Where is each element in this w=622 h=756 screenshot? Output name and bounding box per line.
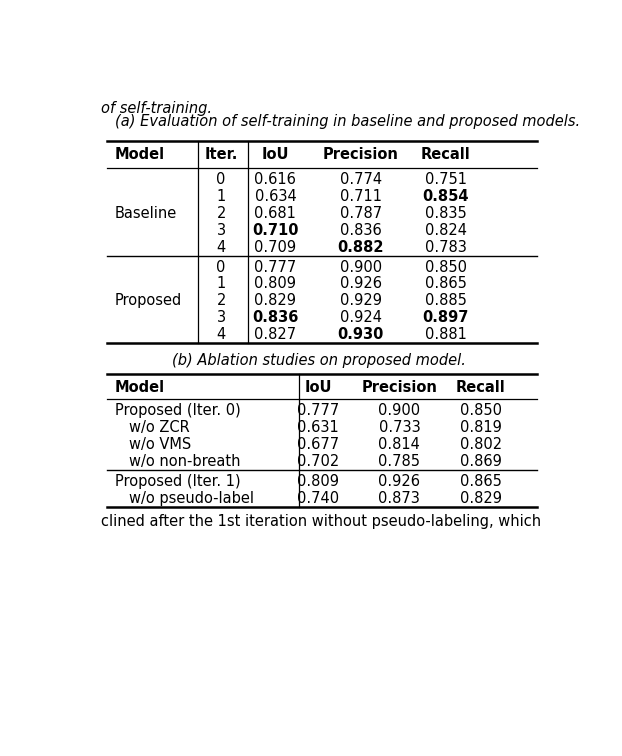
Text: 0.809: 0.809 xyxy=(254,277,296,292)
Text: 2: 2 xyxy=(216,293,226,308)
Text: Precision: Precision xyxy=(361,380,437,395)
Text: 0.900: 0.900 xyxy=(340,259,382,274)
Text: 0.819: 0.819 xyxy=(460,420,502,435)
Text: 0: 0 xyxy=(216,172,226,187)
Text: 0.702: 0.702 xyxy=(297,454,339,469)
Text: 0.930: 0.930 xyxy=(338,327,384,342)
Text: 0.787: 0.787 xyxy=(340,206,382,221)
Text: IoU: IoU xyxy=(304,380,332,395)
Text: 0.885: 0.885 xyxy=(425,293,467,308)
Text: 0.835: 0.835 xyxy=(425,206,466,221)
Text: Recall: Recall xyxy=(456,380,506,395)
Text: 0.827: 0.827 xyxy=(254,327,297,342)
Text: 0.814: 0.814 xyxy=(378,437,420,451)
Text: 1: 1 xyxy=(216,277,226,292)
Text: 0.785: 0.785 xyxy=(378,454,420,469)
Text: Baseline: Baseline xyxy=(115,206,177,221)
Text: 0.829: 0.829 xyxy=(460,491,502,506)
Text: 0.836: 0.836 xyxy=(340,222,381,237)
Text: 2: 2 xyxy=(216,206,226,221)
Text: Model: Model xyxy=(115,380,165,395)
Text: 3: 3 xyxy=(216,222,226,237)
Text: 0.924: 0.924 xyxy=(340,311,382,325)
Text: of self-training.: of self-training. xyxy=(101,101,212,116)
Text: Proposed (Iter. 1): Proposed (Iter. 1) xyxy=(115,473,241,488)
Text: 0.677: 0.677 xyxy=(297,437,339,451)
Text: 0.865: 0.865 xyxy=(425,277,467,292)
Text: 0.882: 0.882 xyxy=(337,240,384,255)
Text: Recall: Recall xyxy=(421,147,471,162)
Text: Model: Model xyxy=(115,147,165,162)
Text: 1: 1 xyxy=(216,189,226,203)
Text: 0.631: 0.631 xyxy=(297,420,339,435)
Text: w/o VMS: w/o VMS xyxy=(129,437,191,451)
Text: Proposed: Proposed xyxy=(115,293,182,308)
Text: 0.783: 0.783 xyxy=(425,240,467,255)
Text: 0.733: 0.733 xyxy=(379,420,420,435)
Text: 0.802: 0.802 xyxy=(460,437,502,451)
Text: 0.751: 0.751 xyxy=(425,172,467,187)
Text: (b) Ablation studies on proposed model.: (b) Ablation studies on proposed model. xyxy=(172,353,466,367)
Text: 0.900: 0.900 xyxy=(378,403,420,418)
Text: w/o ZCR: w/o ZCR xyxy=(129,420,190,435)
Text: clined after the 1st iteration without pseudo-labeling, which: clined after the 1st iteration without p… xyxy=(101,514,541,529)
Text: 0.926: 0.926 xyxy=(340,277,382,292)
Text: 0.709: 0.709 xyxy=(254,240,297,255)
Text: 0.809: 0.809 xyxy=(297,473,339,488)
Text: 0.824: 0.824 xyxy=(425,222,467,237)
Text: Iter.: Iter. xyxy=(205,147,238,162)
Text: 0.897: 0.897 xyxy=(423,311,469,325)
Text: 0.850: 0.850 xyxy=(460,403,502,418)
Text: 0.774: 0.774 xyxy=(340,172,382,187)
Text: 0.850: 0.850 xyxy=(425,259,467,274)
Text: 0.710: 0.710 xyxy=(252,222,299,237)
Text: w/o pseudo-label: w/o pseudo-label xyxy=(129,491,254,506)
Text: 0.926: 0.926 xyxy=(378,473,420,488)
Text: 0.929: 0.929 xyxy=(340,293,382,308)
Text: 0.740: 0.740 xyxy=(297,491,339,506)
Text: 0.865: 0.865 xyxy=(460,473,502,488)
Text: 0.681: 0.681 xyxy=(254,206,296,221)
Text: 0.634: 0.634 xyxy=(254,189,296,203)
Text: 0.881: 0.881 xyxy=(425,327,467,342)
Text: 0: 0 xyxy=(216,259,226,274)
Text: Precision: Precision xyxy=(323,147,399,162)
Text: 0.777: 0.777 xyxy=(297,403,339,418)
Text: 0.836: 0.836 xyxy=(252,311,299,325)
Text: 0.777: 0.777 xyxy=(254,259,297,274)
Text: (a) Evaluation of self-training in baseline and proposed models.: (a) Evaluation of self-training in basel… xyxy=(115,114,580,129)
Text: 0.869: 0.869 xyxy=(460,454,502,469)
Text: 0.873: 0.873 xyxy=(378,491,420,506)
Text: 0.854: 0.854 xyxy=(422,189,469,203)
Text: 4: 4 xyxy=(216,327,226,342)
Text: Proposed (Iter. 0): Proposed (Iter. 0) xyxy=(115,403,241,418)
Text: IoU: IoU xyxy=(262,147,289,162)
Text: 4: 4 xyxy=(216,240,226,255)
Text: 0.616: 0.616 xyxy=(254,172,296,187)
Text: 3: 3 xyxy=(216,311,226,325)
Text: w/o non-breath: w/o non-breath xyxy=(129,454,240,469)
Text: 0.711: 0.711 xyxy=(340,189,382,203)
Text: 0.829: 0.829 xyxy=(254,293,296,308)
